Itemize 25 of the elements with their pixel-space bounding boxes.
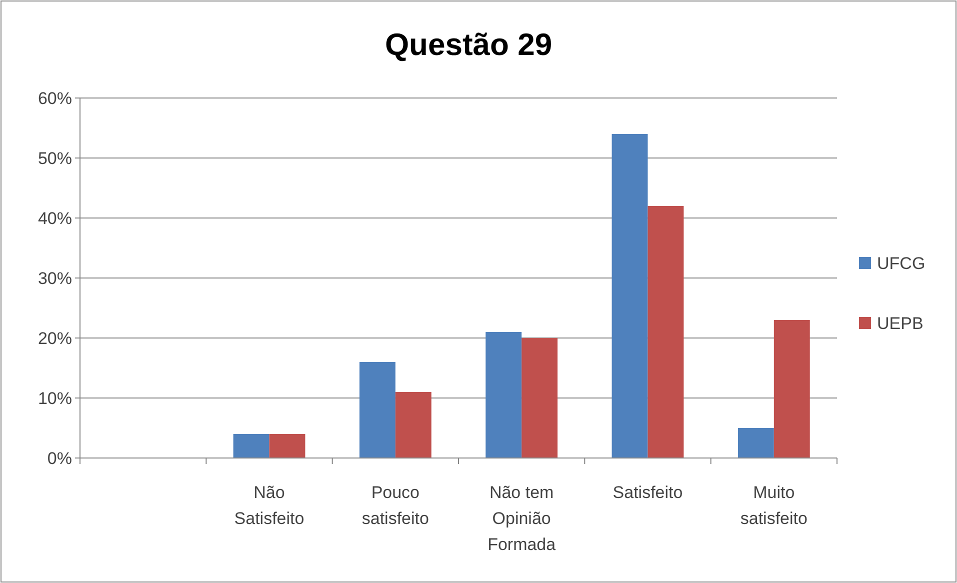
y-tick-label: 0% <box>47 448 72 468</box>
x-tick-label: Não Satisfeito <box>234 483 304 528</box>
y-tick-label: 50% <box>38 148 72 168</box>
legend-label: UFCG <box>877 254 926 273</box>
y-tick-label: 60% <box>38 88 72 108</box>
bar <box>359 362 396 458</box>
bar <box>233 434 270 458</box>
y-tick-label: 40% <box>38 208 72 228</box>
bar <box>486 332 522 458</box>
x-tick-label: Muito satisfeito <box>740 483 808 528</box>
bar <box>269 434 306 458</box>
bar <box>522 338 558 458</box>
x-tick-label: Não tem Opinião Formada <box>488 483 556 554</box>
bar <box>612 134 648 458</box>
y-tick-label: 20% <box>38 328 72 348</box>
bar <box>648 206 684 458</box>
legend-label: UEPB <box>877 314 924 333</box>
y-tick-label: 30% <box>38 268 72 288</box>
x-tick-label: Pouco satisfeito <box>362 483 429 528</box>
bar <box>395 392 432 458</box>
chart-title: Questão 29 <box>384 27 552 62</box>
bar <box>774 320 810 458</box>
y-tick-label: 10% <box>38 388 72 408</box>
x-tick-label: Satisfeito <box>612 483 683 502</box>
bar <box>738 428 774 458</box>
